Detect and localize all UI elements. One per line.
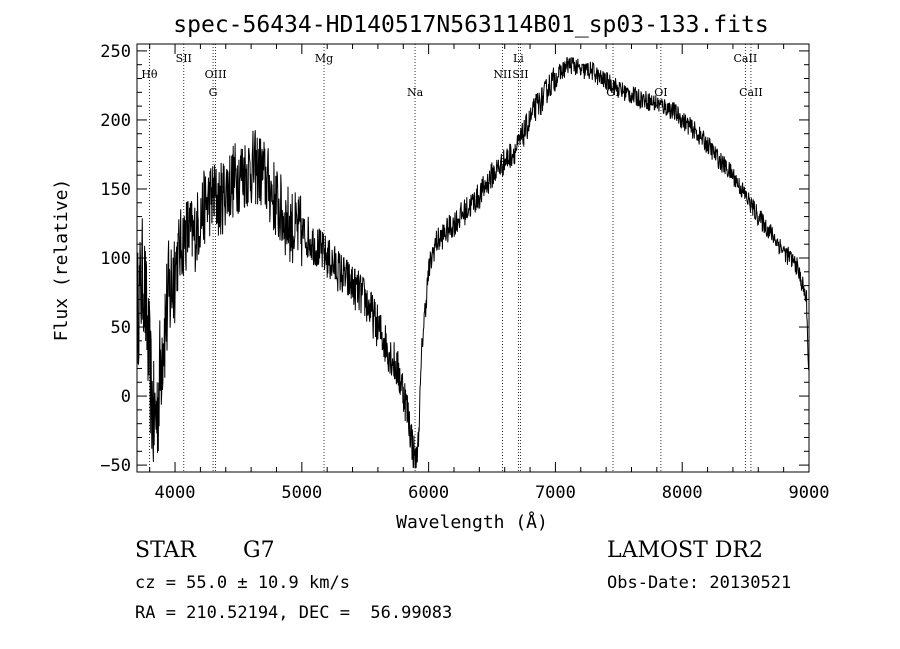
y-tick-label: 200	[100, 111, 131, 131]
y-tick-label: 0	[121, 387, 131, 407]
axis-ticks: 4000 5000 6000 7000 8000 9000 −50 0 50 100 150 200 2…	[100, 42, 829, 503]
x-tick-label: 7000	[535, 483, 576, 503]
spectral-line-label: SII	[512, 68, 528, 81]
spectral-line-label: G	[209, 86, 218, 99]
redshift-velocity: cz = 55.0 ± 10.9 km/s	[135, 573, 350, 593]
chart-title: spec-56434-HD140517N563114B01_sp03-133.f…	[173, 12, 768, 38]
object-class: STAR	[135, 538, 196, 563]
observation-date: Obs-Date: 20130521	[607, 573, 792, 593]
x-axis-label: Wavelength (Å)	[396, 511, 548, 533]
coordinates: RA = 210.52194, DEC = 56.99083	[135, 603, 453, 623]
spectral-line-label: Hθ	[141, 68, 158, 81]
y-tick-label: 250	[100, 42, 131, 62]
y-tick-label: −50	[100, 456, 131, 476]
x-tick-label: 4000	[155, 483, 196, 503]
x-tick-label: 6000	[408, 483, 449, 503]
spectral-line-label: CaII	[739, 86, 763, 99]
object-subclass: G7	[243, 538, 275, 563]
y-tick-label: 100	[100, 249, 131, 269]
plot-frame	[136, 43, 810, 473]
spectral-line-label: SII	[176, 52, 192, 65]
x-tick-label: 5000	[281, 483, 322, 503]
survey-name: LAMOST DR2	[607, 538, 763, 563]
spectral-line-label: CaII	[734, 52, 758, 65]
spectral-line-label: Na	[407, 86, 424, 99]
y-tick-label: 150	[100, 180, 131, 200]
x-tick-label: 8000	[662, 483, 703, 503]
y-axis-label: Flux (relative)	[51, 179, 72, 342]
y-tick-label: 50	[111, 318, 131, 338]
spectrum-series-line	[136, 56, 810, 469]
spectral-line-label: OIII	[205, 68, 227, 81]
spectral-line-label: OI	[654, 86, 667, 99]
spectral-line-label: Li	[513, 52, 524, 65]
x-tick-label: 9000	[789, 483, 830, 503]
spectral-line-label: NII	[493, 68, 511, 81]
spectral-line-label: Mg	[315, 52, 333, 65]
